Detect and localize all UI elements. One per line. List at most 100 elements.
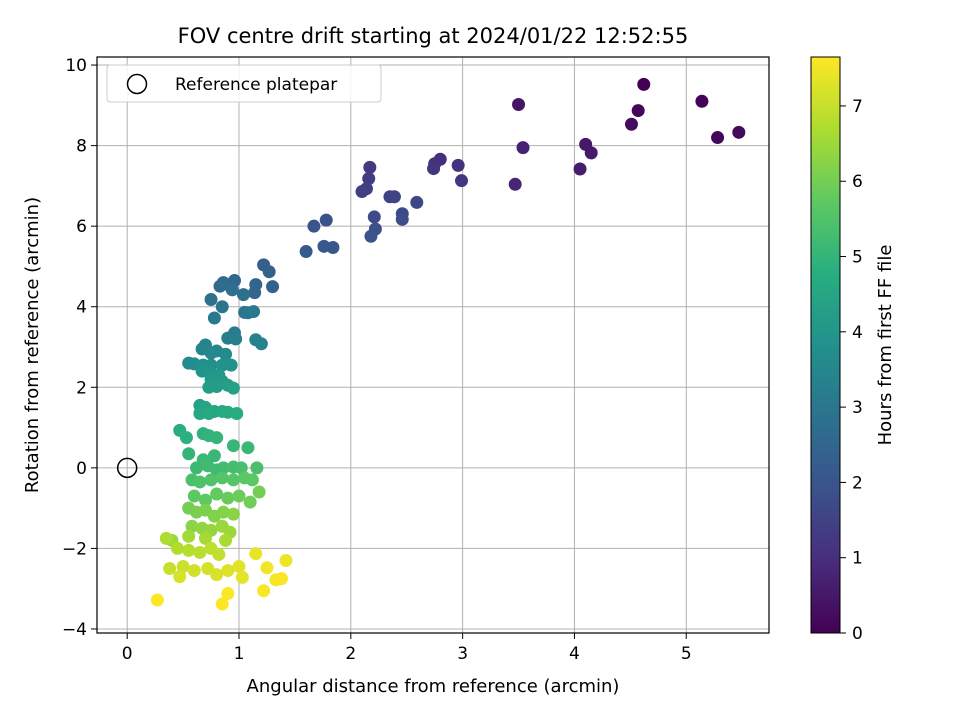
- scatter-point: [410, 195, 424, 209]
- scatter-point: [711, 131, 725, 145]
- scatter-point: [274, 572, 288, 586]
- scatter-point: [232, 489, 246, 503]
- scatter-point: [395, 212, 409, 226]
- colorbar: 0 1 2 3 4 5 6 7 Hours from first FF file: [810, 56, 896, 644]
- scatter-point: [512, 98, 526, 112]
- scatter-point: [221, 587, 235, 601]
- scatter-point: [221, 564, 235, 578]
- scatter-point: [243, 495, 257, 509]
- scatter-point: [179, 431, 193, 445]
- scatter-point: [187, 564, 201, 578]
- colorbar-gradient: [810, 56, 841, 634]
- scatter-point: [219, 347, 233, 361]
- y-tick-label: 0: [76, 459, 87, 479]
- scatter-point: [624, 117, 638, 131]
- scatter-point: [182, 447, 196, 461]
- scatter-point: [193, 545, 207, 559]
- scatter-point: [198, 531, 212, 545]
- legend-marker-icon: [126, 73, 148, 95]
- y-tick-label: −4: [62, 620, 87, 640]
- scatter-point: [226, 439, 240, 453]
- scatter-point: [215, 300, 229, 314]
- scatter-point: [584, 146, 598, 160]
- scatter-point: [637, 77, 651, 91]
- x-axis-ticks: 0 1 2 3 4 5: [122, 633, 692, 664]
- x-tick-label: 5: [681, 644, 692, 664]
- scatter-point: [204, 292, 218, 306]
- scatter-point: [355, 185, 369, 199]
- scatter-point: [193, 406, 207, 420]
- scatter-point: [204, 473, 218, 487]
- scatter-point: [212, 547, 226, 561]
- colorbar-ticks: 0 1 2 3 4 5 6 7: [840, 97, 863, 644]
- scatter-point: [216, 461, 230, 475]
- scatter-point: [451, 158, 465, 172]
- scatter-point: [234, 461, 248, 475]
- legend: Reference platepar: [106, 64, 382, 103]
- scatter-point: [210, 487, 224, 501]
- scatter-point: [254, 337, 268, 351]
- scatter-point: [695, 94, 709, 108]
- scatter-point: [319, 213, 333, 227]
- colorbar-tick-label: 4: [852, 323, 863, 343]
- scatter-point: [326, 241, 340, 255]
- scatter-point: [363, 160, 377, 174]
- scatter-point: [210, 431, 224, 445]
- y-tick-label: 10: [65, 56, 87, 76]
- scatter-point: [176, 560, 190, 574]
- scatter-point: [221, 491, 235, 505]
- scatter-point: [193, 475, 207, 489]
- scatter-point: [245, 473, 259, 487]
- scatter-point: [236, 288, 250, 302]
- scatter-point: [190, 461, 204, 475]
- legend-entry-reference-platepar: Reference platepar: [175, 75, 337, 95]
- scatter-point: [173, 570, 187, 584]
- scatter-point: [198, 493, 212, 507]
- x-tick-label: 2: [345, 644, 356, 664]
- scatter-point: [219, 533, 233, 547]
- scatter-point: [225, 283, 239, 297]
- scatter-point: [210, 568, 224, 582]
- scatter-point: [185, 519, 199, 533]
- scatter-point: [207, 311, 221, 325]
- chart-title: FOV centre drift starting at 2024/01/22 …: [178, 24, 689, 48]
- reference-point-marker: [116, 457, 138, 479]
- scatter-point: [182, 543, 196, 557]
- y-tick-label: 8: [76, 137, 87, 157]
- scatter-point: [159, 531, 173, 545]
- colorbar-tick-label: 2: [852, 473, 863, 493]
- scatter-point: [216, 505, 230, 519]
- scatter-point: [631, 104, 645, 118]
- legend-box: [106, 64, 382, 103]
- scatter-point: [215, 597, 229, 611]
- scatter-point: [257, 584, 271, 598]
- scatter-point: [202, 406, 216, 420]
- scatter-point: [226, 507, 240, 521]
- scatter-point: [387, 190, 401, 204]
- scatter-point: [262, 265, 276, 279]
- y-axis-ticks: −4 −2 0 2 4 6 8 10: [62, 56, 97, 640]
- x-tick-label: 0: [122, 644, 133, 664]
- scatter-point: [187, 489, 201, 503]
- scatter-point: [163, 562, 177, 576]
- scatter-point: [266, 280, 280, 294]
- scatter-point: [249, 547, 263, 561]
- scatter-point: [364, 229, 378, 243]
- scatter-point: [252, 485, 266, 499]
- scatter-point: [573, 162, 587, 176]
- scatter-point: [232, 560, 246, 574]
- scatter-point: [150, 593, 164, 607]
- scatter-point: [732, 125, 746, 139]
- scatter-point: [362, 172, 376, 186]
- scatter-point: [226, 381, 240, 395]
- plot-frame: [96, 56, 770, 634]
- scatter-point: [215, 358, 229, 372]
- scatter-point: [171, 541, 185, 555]
- scatter-point: [508, 177, 522, 191]
- colorbar-tick-label: 6: [852, 172, 863, 192]
- x-tick-label: 1: [234, 644, 245, 664]
- colorbar-tick-label: 3: [852, 398, 863, 418]
- scatter-point: [250, 461, 264, 475]
- scatter-point: [299, 245, 313, 259]
